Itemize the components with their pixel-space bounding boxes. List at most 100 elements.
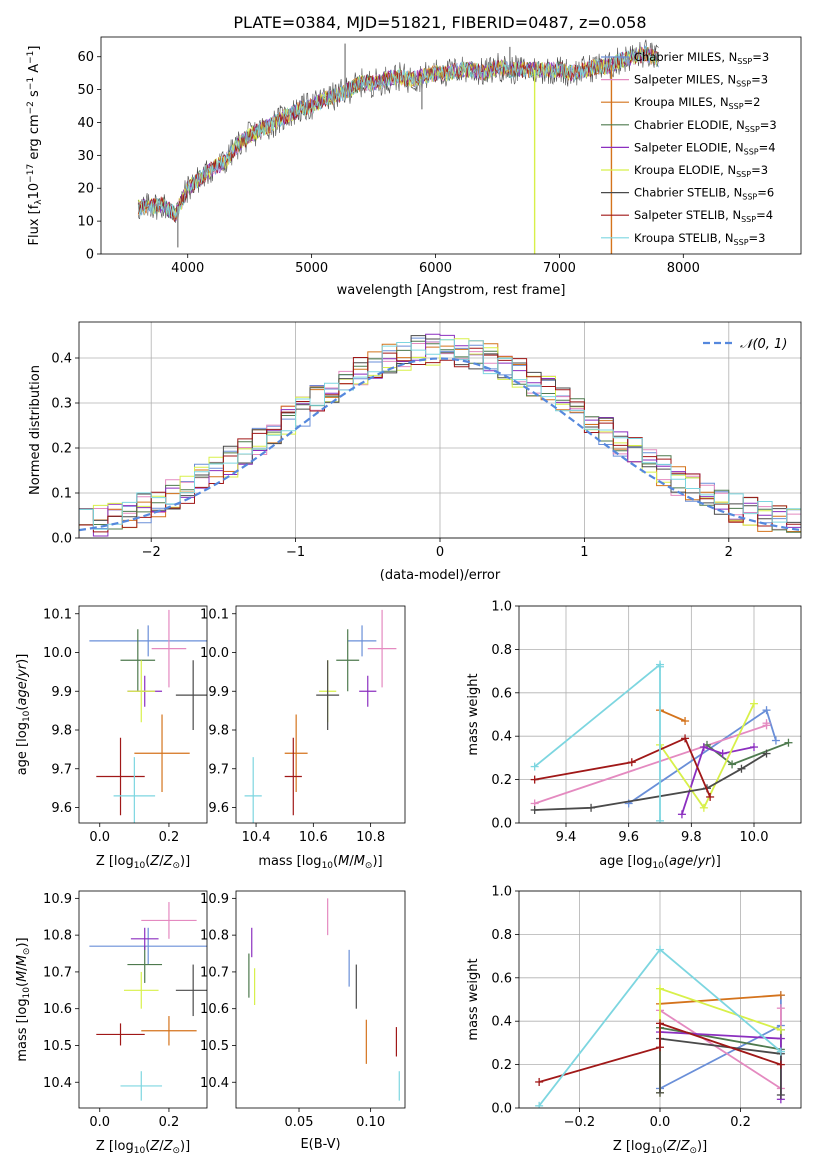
spectrum-title: PLATE=0384, MJD=51821, FIBERID=0487, z=0… [233, 13, 646, 32]
age_vs_mass-frame [235, 605, 406, 824]
x-tick-label: 2 [725, 545, 733, 560]
legend-label: Salpeter MILES, NSSP=3 [634, 73, 768, 89]
normal-reference-curve [79, 357, 801, 532]
x-tick-label: 0.0 [650, 1115, 671, 1130]
y-tick-label: 10.8 [200, 929, 229, 944]
y-tick-label: 0.2 [491, 773, 512, 788]
x-tick-label: 8000 [667, 261, 700, 276]
y-tick-label: 0 [86, 248, 94, 263]
x-tick-label: 9.6 [618, 830, 639, 845]
spectrum-line-kroupa-stelib [137, 45, 659, 218]
x-tick-label: 0 [436, 545, 444, 560]
y-tick-label: 0.8 [491, 928, 512, 943]
chart-layer: 4000 5000 6000 7000 80000102030405060wavelen… [15, 36, 802, 1156]
y-tick-label: 10.4 [43, 1076, 72, 1091]
y-tick-label: 0.4 [51, 352, 72, 367]
legend-label: 𝒩(0, 1) [740, 337, 787, 352]
x-tick-label: 0.2 [159, 1115, 180, 1130]
y-tick-label: 10.6 [200, 1002, 229, 1017]
x-tick-label: 0.2 [159, 830, 180, 845]
y-tick-label: 9.8 [208, 724, 229, 739]
weight-line-salpeter-stelib [534, 737, 711, 798]
y-tick-label: 50 [77, 83, 94, 98]
age_vs_mass-points [244, 609, 397, 823]
x-tick-label: 9.4 [556, 830, 577, 845]
legend-label: Salpeter STELIB, NSSP=4 [634, 208, 773, 224]
x-tick-label: 10.4 [242, 830, 271, 845]
y-tick-label: 1.0 [491, 885, 512, 900]
legend-label: Kroupa ELODIE, NSSP=3 [634, 163, 768, 179]
x-tick-label: 0.0 [89, 830, 110, 845]
legend-label: Chabrier STELIB, NSSP=6 [634, 186, 774, 202]
y-tick-label: 0.2 [491, 1058, 512, 1073]
y-tick-label: 10.0 [43, 646, 72, 661]
y-tick-label: 10.1 [43, 607, 72, 622]
mass_vs_Z-points [89, 902, 207, 1101]
weight_vs_Z-x-label: Z [log10(Z/Z⊙)] [613, 1139, 707, 1156]
spectrum-y-label: Flux [fλ10−17 erg cm−2 s−1 A−1] [26, 46, 44, 246]
x-tick-label: 0.10 [356, 1115, 385, 1130]
weight_vs_age-y-label: mass weight [466, 673, 481, 755]
y-tick-label: 9.7 [208, 762, 229, 777]
mass_vs_EBV-points [248, 898, 400, 1101]
y-tick-label: 30 [77, 149, 94, 164]
x-tick-label: 9.8 [681, 830, 702, 845]
age_vs_mass-axes: 10.4 10.6 10.8 9.6 9.7 9.8 9.9 10.0 10.1 [200, 607, 385, 845]
y-tick-label: 0.3 [51, 397, 72, 412]
y-tick-label: 10.7 [43, 965, 72, 980]
spectrum-axes: 4000 5000 6000 7000 8000 0 10 20 30 40 50 60 [77, 50, 699, 276]
spectrum-lines [137, 39, 659, 254]
age_vs_Z-axes: 0.0 0.2 9.6 9.7 9.8 9.9 10.0 10.1 [43, 607, 179, 845]
weight-line-salpeter-stelib [538, 1022, 782, 1083]
weight-line-salpeter-elodie [681, 745, 755, 815]
age_vs_mass-x-label: mass [log10(M/M⊙)] [258, 854, 382, 871]
residuals-y-label: Normed distribution [28, 365, 43, 495]
y-tick-label: 10.9 [43, 892, 72, 907]
weight_vs_age-x-label: age [log10(age/yr)] [599, 854, 721, 871]
y-tick-label: 9.9 [208, 685, 229, 700]
y-tick-label: 0.0 [491, 1102, 512, 1117]
y-tick-label: 0.0 [51, 532, 72, 547]
x-tick-label: 4000 [171, 261, 204, 276]
x-tick-label: 7000 [543, 261, 576, 276]
y-tick-label: 1.0 [491, 600, 512, 615]
y-tick-label: 10.5 [43, 1039, 72, 1054]
x-tick-label: 6000 [419, 261, 452, 276]
histogram-kroupa-stelib [79, 339, 801, 530]
x-tick-label: 10.0 [740, 830, 769, 845]
mass_vs_EBV-axes: 0.05 0.10 10.4 10.5 10.6 10.7 10.8 10.9 [200, 892, 385, 1130]
mass_vs_Z-axes: 0.0 0.2 10.4 10.5 10.6 10.7 10.8 10.9 [43, 892, 179, 1130]
mass_vs_EBV-x-label: E(B-V) [300, 1137, 340, 1152]
age_vs_Z-y-label: age [log10(age/yr)] [15, 654, 32, 776]
legend-label: Chabrier MILES, NSSP=3 [634, 50, 769, 66]
y-tick-label: 10.6 [43, 1002, 72, 1017]
histogram-salpeter-stelib [79, 347, 801, 533]
spectrum-frame [100, 36, 802, 255]
y-tick-label: 20 [77, 182, 94, 197]
y-tick-label: 9.6 [51, 801, 72, 816]
x-tick-label: −1 [286, 545, 305, 560]
weight_vs_Z-y-label: mass weight [466, 958, 481, 1040]
x-tick-label: 5000 [295, 261, 328, 276]
age_vs_Z-frame [78, 605, 208, 824]
y-tick-label: 60 [77, 50, 94, 65]
residuals-x-label: (data-model)/error [380, 568, 501, 583]
histogram-lines [79, 333, 801, 537]
y-tick-label: 10.9 [200, 892, 229, 907]
y-tick-label: 0.6 [491, 971, 512, 986]
y-tick-label: 10.4 [200, 1076, 229, 1091]
y-tick-label: 10.1 [200, 607, 229, 622]
x-tick-label: 0.2 [730, 1115, 751, 1130]
y-tick-label: 10 [77, 215, 94, 230]
y-tick-label: 0.0 [491, 817, 512, 832]
x-tick-label: 10.6 [299, 830, 328, 845]
weight_vs_Z-series [535, 945, 785, 1108]
y-tick-label: 0.4 [491, 730, 512, 745]
x-tick-label: 1 [580, 545, 588, 560]
weight_vs_Z-frame [518, 890, 802, 1109]
y-tick-label: 0.1 [51, 487, 72, 502]
weight_vs_age-frame [518, 605, 802, 824]
y-tick-label: 9.6 [208, 801, 229, 816]
